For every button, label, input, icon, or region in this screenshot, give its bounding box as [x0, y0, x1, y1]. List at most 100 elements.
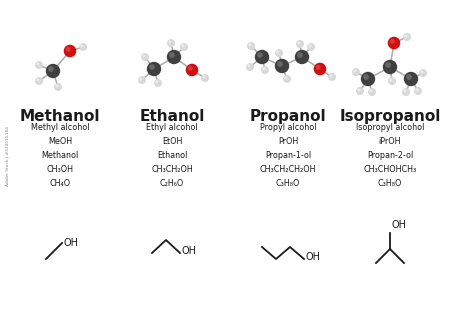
Text: Isopropanol: Isopropanol [339, 109, 441, 124]
Circle shape [283, 75, 291, 83]
Text: Propyl alcohol: Propyl alcohol [260, 123, 316, 132]
Circle shape [36, 62, 39, 65]
Circle shape [388, 37, 401, 49]
Text: Propan-2-ol: Propan-2-ol [367, 151, 413, 160]
Circle shape [262, 67, 265, 70]
Circle shape [403, 33, 411, 41]
Circle shape [316, 65, 321, 70]
Circle shape [248, 43, 252, 46]
Circle shape [414, 87, 422, 95]
Circle shape [385, 62, 391, 68]
Circle shape [35, 61, 43, 69]
Circle shape [147, 62, 161, 76]
Circle shape [180, 43, 188, 51]
Text: Ethanol: Ethanol [139, 109, 205, 124]
Circle shape [356, 87, 364, 95]
Text: Methanol: Methanol [20, 109, 100, 124]
Circle shape [257, 52, 263, 58]
Circle shape [247, 64, 250, 68]
Circle shape [261, 66, 269, 74]
Text: Methanol: Methanol [41, 151, 79, 160]
Circle shape [55, 84, 58, 88]
Circle shape [328, 73, 336, 81]
Circle shape [188, 66, 193, 71]
Circle shape [420, 70, 423, 74]
Circle shape [329, 74, 332, 77]
Circle shape [255, 50, 269, 64]
Circle shape [388, 77, 396, 85]
Circle shape [402, 88, 410, 96]
Text: Methyl alcohol: Methyl alcohol [31, 123, 89, 132]
Circle shape [46, 64, 60, 78]
Text: Ethyl alcohol: Ethyl alcohol [146, 123, 198, 132]
Circle shape [141, 53, 149, 61]
Circle shape [296, 40, 304, 48]
Text: OH: OH [182, 246, 197, 256]
Circle shape [406, 74, 412, 80]
Circle shape [307, 43, 315, 51]
Circle shape [357, 88, 361, 91]
Circle shape [275, 59, 289, 73]
Circle shape [295, 50, 309, 64]
Text: OH: OH [392, 220, 407, 230]
Text: Propan-1-ol: Propan-1-ol [265, 151, 311, 160]
Circle shape [363, 74, 369, 80]
Circle shape [186, 64, 198, 76]
Circle shape [48, 66, 54, 72]
Text: EtOH: EtOH [162, 137, 182, 146]
Circle shape [169, 52, 175, 58]
Circle shape [276, 50, 280, 53]
Text: CH₃CH₂OH: CH₃CH₂OH [151, 165, 193, 174]
Circle shape [139, 77, 143, 81]
Text: Isopropyl alcohol: Isopropyl alcohol [356, 123, 424, 132]
Text: Propanol: Propanol [250, 109, 326, 124]
Circle shape [167, 50, 181, 64]
Text: Adobe Stock | #334015184: Adobe Stock | #334015184 [6, 126, 10, 186]
Circle shape [181, 44, 184, 47]
Text: iPrOH: iPrOH [379, 137, 401, 146]
Circle shape [35, 77, 43, 85]
Circle shape [383, 60, 397, 74]
Circle shape [66, 47, 71, 52]
Circle shape [154, 79, 162, 87]
Circle shape [369, 89, 373, 93]
Circle shape [352, 68, 360, 76]
Circle shape [247, 42, 255, 50]
Circle shape [168, 40, 172, 44]
Circle shape [419, 69, 427, 77]
Circle shape [297, 41, 301, 45]
Text: C₂H₆O: C₂H₆O [160, 179, 184, 188]
Text: Ethanol: Ethanol [157, 151, 187, 160]
Text: CH₃CHOHCH₃: CH₃CHOHCH₃ [364, 165, 417, 174]
Text: CH₄O: CH₄O [49, 179, 71, 188]
Circle shape [390, 39, 395, 44]
Circle shape [246, 63, 254, 71]
Text: OH: OH [306, 252, 321, 262]
Circle shape [202, 75, 206, 78]
Text: OH: OH [64, 238, 79, 248]
Text: C₃H₈O: C₃H₈O [378, 179, 402, 188]
Circle shape [64, 45, 76, 57]
Circle shape [415, 88, 419, 91]
Circle shape [36, 78, 39, 82]
Text: CH₃CH₂CH₂OH: CH₃CH₂CH₂OH [260, 165, 316, 174]
Circle shape [353, 69, 356, 72]
Circle shape [79, 43, 87, 51]
Text: MeOH: MeOH [48, 137, 72, 146]
Circle shape [142, 54, 146, 58]
Circle shape [403, 89, 407, 93]
Circle shape [54, 83, 62, 91]
Circle shape [314, 63, 326, 75]
Circle shape [297, 52, 303, 58]
Text: C₃H₈O: C₃H₈O [276, 179, 300, 188]
Circle shape [277, 61, 283, 67]
Circle shape [201, 74, 209, 82]
Circle shape [368, 88, 376, 96]
Circle shape [404, 34, 408, 38]
Circle shape [138, 76, 146, 84]
Text: PrOH: PrOH [278, 137, 298, 146]
Circle shape [149, 64, 155, 70]
Circle shape [284, 76, 287, 80]
Circle shape [308, 44, 311, 47]
Circle shape [80, 44, 83, 47]
